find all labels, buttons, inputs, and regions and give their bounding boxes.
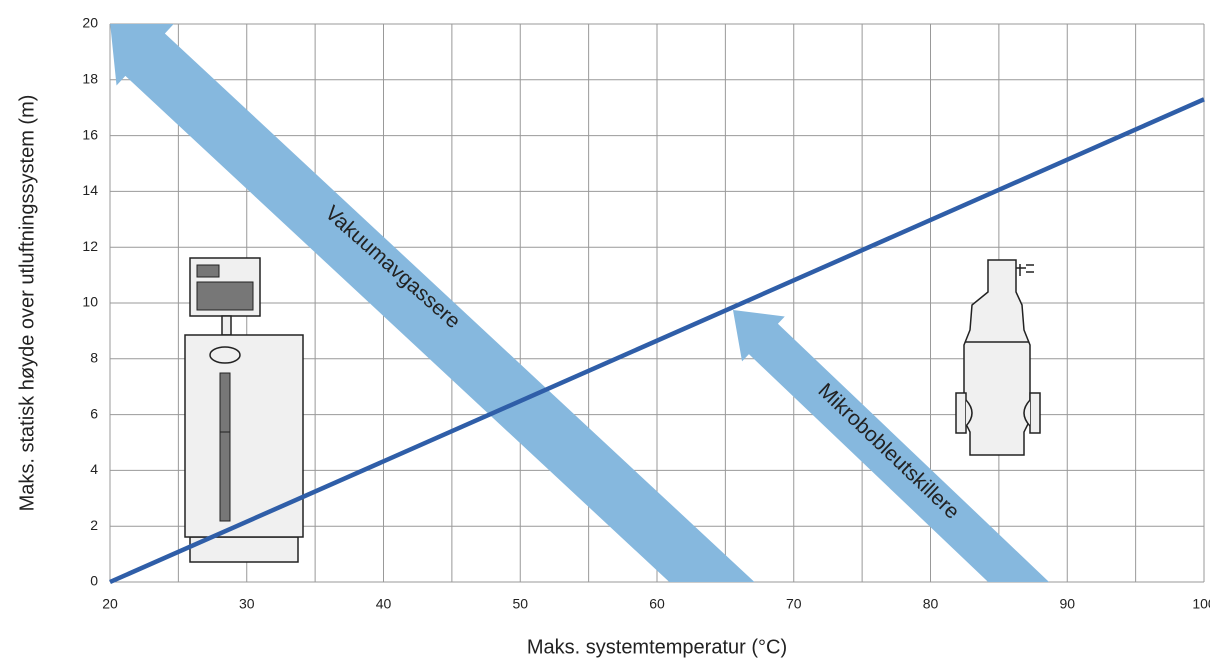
- device-micro: [956, 260, 1040, 455]
- x-tick-label: 60: [649, 596, 665, 612]
- x-axis-label: Maks. systemtemperatur (°C): [527, 636, 787, 658]
- x-tick-label: 20: [102, 596, 118, 612]
- y-tick-label: 12: [82, 238, 98, 254]
- y-tick-label: 14: [82, 182, 98, 198]
- y-axis-label: Maks. statisk høyde over utluftningssyst…: [16, 95, 38, 512]
- chart: Maks. systemtemperatur (°C) Maks. statis…: [0, 0, 1210, 661]
- y-tick-label: 6: [90, 405, 98, 421]
- x-tick-label: 70: [786, 596, 802, 612]
- x-tick-label: 50: [512, 596, 528, 612]
- x-tick-label: 90: [1059, 596, 1075, 612]
- x-tick-label: 80: [923, 596, 939, 612]
- y-tick-label: 16: [82, 126, 98, 142]
- y-tick-label: 8: [90, 350, 98, 366]
- y-tick-label: 2: [90, 517, 98, 533]
- y-tick-label: 18: [82, 71, 98, 87]
- device-vacuum: [185, 258, 303, 562]
- x-tick-label: 100: [1192, 596, 1210, 612]
- y-tick-label: 20: [82, 15, 98, 31]
- y-tick-label: 10: [82, 294, 98, 310]
- y-tick-label: 4: [90, 461, 98, 477]
- x-tick-label: 40: [376, 596, 392, 612]
- annotation: Mikrobobleutskillere: [814, 379, 964, 524]
- x-tick-label: 30: [239, 596, 255, 612]
- y-tick-label: 0: [90, 573, 98, 589]
